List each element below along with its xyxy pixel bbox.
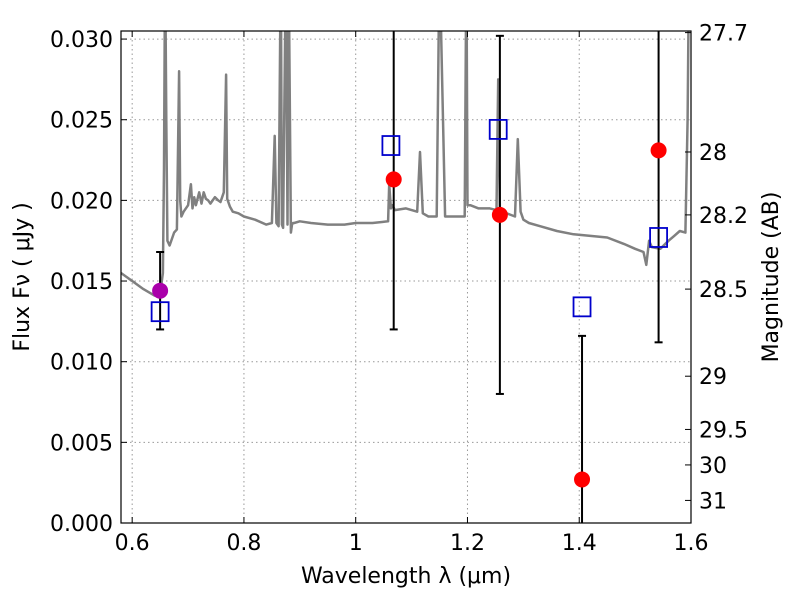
y2-tick-label: 31	[699, 489, 727, 514]
observed-photometry-point	[385, 171, 402, 188]
y-tick-label: 0.025	[50, 109, 113, 134]
y-tick-label: 0.000	[50, 512, 113, 537]
x-axis-label: Wavelength λ (μm)	[301, 564, 511, 589]
x-tick-label: 0.6	[115, 531, 150, 556]
observed-photometry-point	[574, 471, 591, 488]
observed-photometry-point	[152, 282, 169, 299]
y2-tick-label: 29.5	[699, 418, 748, 443]
synthetic-photometry-marker	[572, 296, 592, 318]
y2-tick-label: 29	[699, 365, 727, 390]
tick-labels: 0.6 0.8 1 1.2 1.4 1.6 0.000 0.005 0.010 0.015 0.02…	[50, 22, 748, 556]
observed-photometry-point	[491, 206, 508, 223]
y2-tick-label: 28.5	[699, 278, 748, 303]
y-tick-label: 0.005	[50, 431, 113, 456]
y-axis-label: Flux Fν ( μJy )	[10, 202, 35, 351]
marker-layer	[150, 119, 668, 488]
synthetic-photometry-marker	[150, 301, 170, 323]
observed-photometry-point	[650, 142, 667, 159]
synthetic-photometry-marker	[381, 135, 401, 156]
x-tick-label: 1.2	[450, 531, 485, 556]
y-tick-label: 0.015	[50, 270, 113, 295]
y2-axis-label: Magnitude (AB)	[759, 192, 784, 363]
y-tick-label: 0.030	[50, 28, 113, 53]
x-tick-label: 1	[349, 531, 363, 556]
y2-tick-label: 27.7	[699, 22, 748, 47]
y2-tick-label: 28	[699, 141, 727, 166]
x-tick-label: 1.4	[562, 531, 597, 556]
ticks	[121, 31, 692, 524]
plot-frame	[120, 30, 692, 524]
y2-tick-label: 30	[699, 454, 727, 479]
series-layer	[121, 31, 690, 297]
synthetic-photometry-marker	[488, 119, 508, 140]
y-tick-label: 0.010	[50, 351, 113, 376]
model-spectrum-line	[121, 31, 690, 297]
synthetic-photometry-marker	[649, 227, 668, 248]
x-tick-label: 0.8	[226, 531, 261, 556]
y2-tick-label: 28.2	[699, 204, 748, 229]
y-tick-label: 0.020	[50, 189, 113, 214]
x-tick-label: 1.6	[674, 531, 709, 556]
plot-background	[121, 31, 691, 523]
